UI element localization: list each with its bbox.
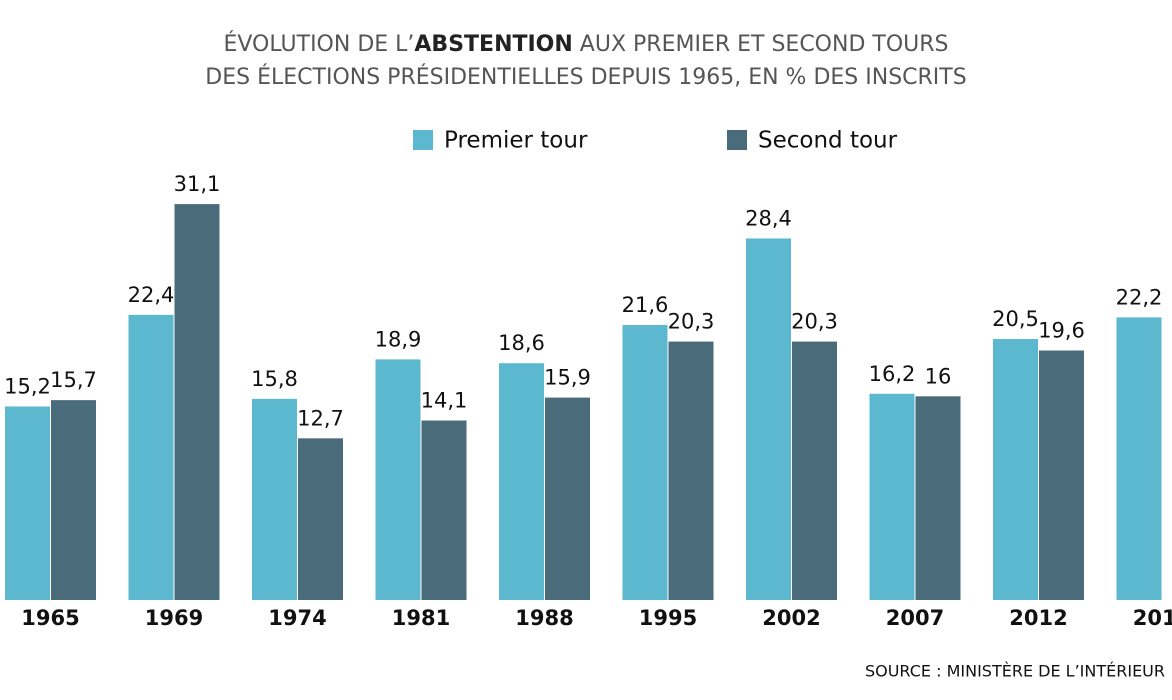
value-label: 22,4 [128, 283, 175, 307]
bar [622, 325, 668, 600]
value-label: 20,5 [992, 307, 1039, 331]
title-part: ÉVOLUTION DE L’ [223, 31, 414, 57]
title-part: ABSTENTION [414, 32, 572, 57]
value-label: 15,8 [251, 367, 298, 391]
bar [1116, 317, 1162, 600]
value-label: 28,4 [745, 206, 792, 230]
value-label: 15,2 [4, 375, 51, 399]
bar [421, 420, 467, 600]
legend-swatch [413, 130, 433, 150]
value-label: 12,7 [297, 406, 344, 430]
bar [298, 438, 343, 600]
x-tick-label: 1965 [21, 606, 79, 630]
bar [545, 397, 590, 600]
bar [746, 238, 791, 600]
x-tick-label: 2012 [1009, 606, 1067, 630]
bar [252, 398, 297, 600]
legend-label: Premier tour [444, 128, 588, 154]
value-label: 20,3 [791, 310, 838, 334]
value-label: 16,2 [869, 362, 916, 386]
value-label: 14,1 [421, 389, 468, 413]
value-label: 18,6 [498, 331, 545, 355]
title-part: AUX PREMIER ET SECOND TOURS [573, 32, 949, 57]
legend-label: Second tour [758, 128, 898, 154]
x-tick-label: 2002 [762, 606, 820, 630]
bar [1039, 350, 1084, 600]
bar [51, 400, 96, 600]
x-tick-label: 1981 [392, 606, 450, 630]
x-tick-label: 1995 [639, 606, 697, 630]
x-tick-label: 2017 [1133, 606, 1172, 630]
bar [499, 363, 544, 600]
bar [5, 406, 50, 600]
value-label: 31,1 [174, 172, 221, 196]
x-tick-label: 1974 [268, 606, 326, 630]
value-label: 19,6 [1038, 318, 1085, 342]
bar [668, 341, 714, 600]
legend-swatch [727, 130, 747, 150]
value-label: 20,3 [668, 310, 715, 334]
bar [792, 341, 837, 600]
value-label: 15,9 [544, 366, 591, 390]
bar [915, 396, 961, 600]
bar [174, 204, 220, 601]
value-label: 22,2 [1116, 285, 1163, 309]
source: SOURCE : MINISTÈRE DE L’INTÉRIEUR [865, 662, 1165, 681]
value-label: 21,6 [622, 293, 669, 317]
value-label: 18,9 [375, 327, 422, 351]
x-tick-label: 1988 [515, 606, 573, 630]
x-tick-label: 2007 [886, 606, 944, 630]
x-tick-label: 1969 [145, 606, 203, 630]
bar [128, 314, 174, 600]
bar [993, 339, 1038, 600]
bar [869, 393, 915, 600]
value-label: 16 [925, 364, 952, 388]
chart-title: ÉVOLUTION DE L’ABSTENTION AUX PREMIER ET… [223, 31, 948, 57]
bar [375, 359, 421, 600]
value-label: 15,7 [50, 368, 97, 392]
chart-subtitle: DES ÉLECTIONS PRÉSIDENTIELLES DEPUIS 196… [205, 64, 966, 90]
